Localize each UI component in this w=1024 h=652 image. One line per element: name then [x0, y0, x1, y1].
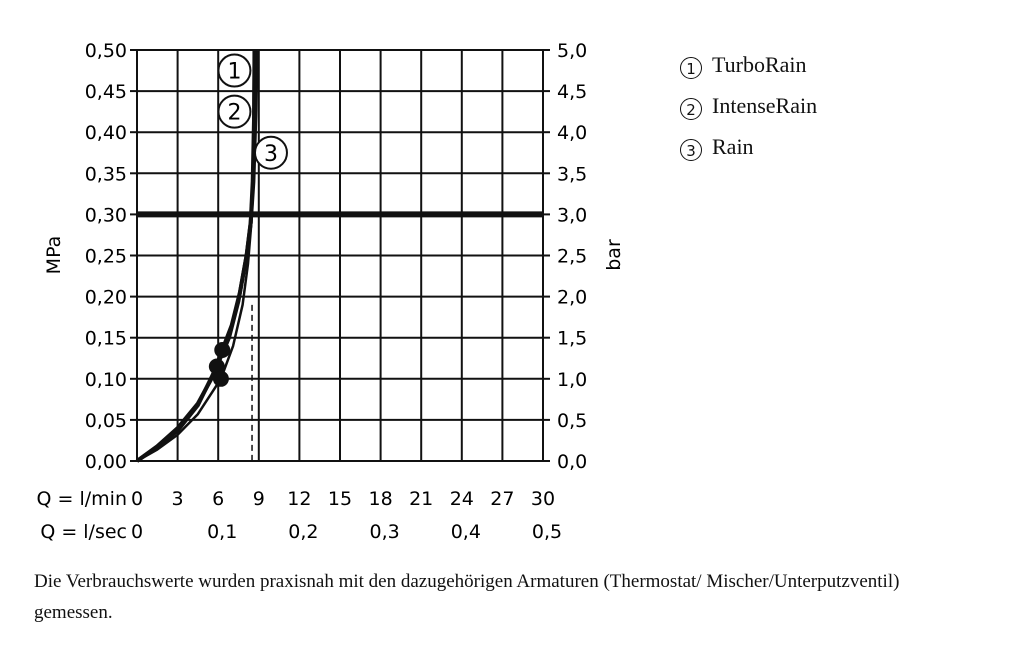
legend-symbol: 3 [680, 139, 702, 161]
legend-item-rain: 3 Rain [680, 126, 817, 167]
legend-item-turborain: 1 TurboRain [680, 44, 817, 85]
y-tick-label-right: 5,0 [557, 40, 587, 62]
y-axis-label-left: MPa [43, 236, 65, 275]
x-tick-label: 21 [409, 488, 433, 510]
legend-item-intenserain: 2 IntenseRain [680, 85, 817, 126]
x-tick-label-secondary: 0,5 [532, 521, 562, 543]
y-tick-label-right: 3,0 [557, 204, 587, 226]
series-marker-turborain [217, 53, 252, 88]
y-tick-label-left: 0,35 [85, 163, 127, 185]
series-marker-rain [253, 135, 288, 170]
x-tick-label-secondary: 0 [131, 521, 143, 543]
x-axis-label-secondary: Q = l/sec [40, 521, 127, 543]
x-tick-label: 12 [287, 488, 311, 510]
y-tick-label-left: 0,10 [85, 369, 127, 391]
y-tick-label-left: 0,00 [85, 451, 127, 473]
y-tick-label-left: 0,15 [85, 328, 127, 350]
y-axis-label-right: bar [603, 239, 625, 271]
y-tick-label-right: 0,0 [557, 451, 587, 473]
y-tick-label-left: 0,40 [85, 122, 127, 144]
y-tick-label-right: 4,5 [557, 81, 587, 103]
series-marker-intenserain [217, 94, 252, 129]
x-tick-label: 6 [212, 488, 224, 510]
y-tick-label-left: 0,25 [85, 246, 127, 268]
y-tick-label-right: 2,5 [557, 246, 587, 268]
legend-label: Rain [712, 134, 754, 159]
series-line-rain [136, 49, 255, 463]
pressure-flow-chart: 0,00 0,00,05 0,50,10 1,00,15 1,50,20 2,00,25 2… [37, 40, 625, 543]
legend-label: TurboRain [712, 52, 807, 77]
y-tick-label-right: 0,5 [557, 410, 587, 432]
series-marker-label: 1 [227, 60, 241, 85]
x-tick-label: 27 [490, 488, 514, 510]
x-axis-label: Q = l/min [37, 488, 127, 510]
y-tick-label-right: 4,0 [557, 122, 587, 144]
legend-label: IntenseRain [712, 93, 818, 118]
y-tick-label-right: 1,0 [557, 369, 587, 391]
x-tick-label-secondary: 0,4 [451, 521, 481, 543]
legend: 1 TurboRain 2 IntenseRain 3 Rain [680, 44, 817, 167]
x-tick-label: 30 [531, 488, 555, 510]
x-tick-label: 15 [328, 488, 352, 510]
y-tick-label-left: 0,50 [85, 40, 127, 62]
y-tick-label-left: 0,45 [85, 81, 127, 103]
y-tick-label-right: 2,0 [557, 287, 587, 309]
y-tick-label-right: 1,5 [557, 328, 587, 350]
y-tick-label-left: 0,30 [85, 204, 127, 226]
x-tick-label: 24 [450, 488, 474, 510]
series-dot-rain [212, 370, 229, 387]
y-tick-label-left: 0,05 [85, 410, 127, 432]
series-dot-intenserain [208, 358, 225, 375]
legend-symbol: 1 [680, 57, 702, 79]
series-marker-label: 3 [264, 142, 278, 167]
legend-symbol: 2 [680, 98, 702, 120]
series-marker-label: 2 [227, 101, 241, 126]
x-tick-label: 0 [131, 488, 143, 510]
x-tick-label: 18 [369, 488, 393, 510]
x-tick-label-secondary: 0,2 [288, 521, 318, 543]
footnote: Die Verbrauchswerte wurden praxisnah mit… [34, 571, 900, 623]
x-tick-label-secondary: 0,1 [207, 521, 237, 543]
x-tick-label: 9 [253, 488, 265, 510]
y-tick-label-left: 0,20 [85, 287, 127, 309]
x-tick-label: 3 [172, 488, 184, 510]
series-dot-turborain [214, 342, 231, 359]
x-tick-label-secondary: 0,3 [369, 521, 399, 543]
y-tick-label-right: 3,5 [557, 163, 587, 185]
